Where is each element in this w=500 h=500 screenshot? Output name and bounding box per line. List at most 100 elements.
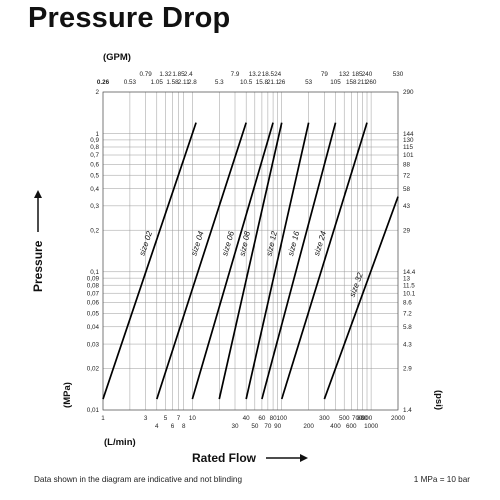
x-tick-label-lmin: 70 — [264, 423, 272, 430]
y-tick-label-mpa: 0,09 — [87, 275, 100, 282]
series-label: size 24 — [312, 230, 328, 257]
unit-conversion-note: 1 MPa = 10 bar — [414, 475, 470, 484]
y-tick-label-psi: 144 — [403, 131, 414, 138]
rated-flow-arrowhead-icon — [300, 454, 308, 462]
y-tick-label-psi: 88 — [403, 161, 411, 168]
x-tick-label-gpm: 1.58 — [166, 79, 179, 86]
pressure-arrowhead-icon — [34, 190, 42, 198]
y-tick-label-mpa: 0,9 — [90, 137, 99, 144]
chart-title: Pressure Drop — [28, 2, 231, 34]
y-tick-label-psi: 11.5 — [403, 282, 415, 289]
x-tick-label-gpm: 105 — [330, 79, 341, 86]
x-tick-label-gpm: 0.79 — [140, 71, 153, 78]
x-tick-label-gpm: 13.2 — [249, 71, 262, 78]
bottom-axis-title: (L/min) — [104, 437, 136, 448]
y-tick-label-psi: 7.2 — [403, 311, 412, 318]
y-tick-label-psi: 2.9 — [403, 366, 412, 373]
x-tick-label-lmin: 50 — [251, 423, 259, 430]
top-axis-title: (GPM) — [103, 52, 131, 63]
y-tick-label-mpa: 0,08 — [87, 282, 100, 289]
x-tick-label-lmin: 1000 — [364, 423, 379, 430]
x-tick-label-lmin: 5 — [164, 415, 168, 422]
y-tick-label-psi: 58 — [403, 186, 411, 193]
series-line — [245, 122, 310, 400]
x-tick-label-gpm: 0.53 — [124, 79, 137, 86]
y-tick-label-psi: 115 — [403, 144, 414, 151]
x-tick-label-gpm: 260 — [366, 79, 377, 86]
pressure-label: Pressure — [31, 240, 45, 292]
y-tick-label-mpa: 0,03 — [87, 341, 100, 348]
x-tick-label-lmin: 200 — [303, 423, 314, 430]
y-tick-label-psi: 5.8 — [403, 324, 412, 331]
y-tick-label-mpa: 0,06 — [87, 300, 100, 307]
y-tick-label-psi: 4.3 — [403, 341, 412, 348]
x-tick-label-gpm: 158 — [346, 79, 357, 86]
x-tick-label-gpm: 26 — [278, 79, 286, 86]
x-tick-label-lmin: 900 — [362, 415, 373, 422]
y-tick-label-mpa: 0,5 — [90, 172, 99, 179]
x-tick-label-gpm: 1.32 — [159, 71, 172, 78]
y-tick-label-mpa: 0,7 — [90, 152, 99, 159]
y-tick-label-mpa: 0,05 — [87, 311, 100, 318]
x-tick-label-lmin: 800 — [357, 415, 368, 422]
y-tick-label-psi: 101 — [403, 152, 414, 159]
x-tick-label-gpm: 21.1 — [267, 79, 280, 86]
y-tick-label-mpa: 2 — [95, 89, 99, 96]
x-tick-label-lmin: 3 — [144, 415, 148, 422]
x-tick-label-lmin: 4 — [155, 423, 159, 430]
y-tick-label-mpa: 0,8 — [90, 144, 99, 151]
x-tick-label-gpm: 185 — [352, 71, 363, 78]
x-tick-label-gpm: 15.8 — [256, 79, 269, 86]
y-tick-label-psi: 8.6 — [403, 300, 412, 307]
x-tick-label-lmin: 90 — [274, 423, 282, 430]
x-tick-label-lmin: 10 — [189, 415, 197, 422]
x-tick-label-lmin: 100 — [276, 415, 287, 422]
x-tick-label-lmin: 400 — [330, 423, 341, 430]
x-tick-label-lmin: 30 — [231, 423, 239, 430]
x-tick-label-gpm: 2.11 — [178, 79, 190, 86]
x-tick-label-lmin: 8 — [182, 423, 186, 430]
y-tick-label-psi: 130 — [403, 137, 414, 144]
x-tick-label-lmin: 7 — [177, 415, 181, 422]
x-tick-label-gpm: 132 — [339, 71, 350, 78]
series-label: size 12 — [265, 230, 279, 257]
x-tick-label-lmin: 700 — [352, 415, 363, 422]
y-tick-label-mpa: 0,02 — [87, 366, 100, 373]
y-tick-label-mpa: 0,2 — [90, 227, 99, 234]
x-tick-label-lmin: 300 — [319, 415, 330, 422]
x-tick-label-gpm: 7.9 — [231, 71, 240, 78]
left-axis-title: (MPa) — [62, 382, 73, 408]
series-line — [218, 122, 283, 400]
y-tick-label-psi: 72 — [403, 172, 411, 179]
x-tick-label-gpm: 18.5 — [262, 71, 275, 78]
series-line — [102, 122, 197, 400]
series-label: size 06 — [220, 230, 236, 257]
y-tick-label-mpa: 0,01 — [87, 407, 100, 414]
y-tick-label-psi: 43 — [403, 203, 411, 210]
x-tick-label-gpm: 79 — [321, 71, 329, 78]
y-tick-label-psi: 290 — [403, 89, 414, 96]
series-line — [323, 196, 399, 400]
x-tick-label-lmin: 6 — [171, 423, 175, 430]
y-tick-label-psi: 29 — [403, 227, 411, 234]
x-tick-label-gpm: 53 — [305, 79, 313, 86]
x-tick-label-lmin: 500 — [339, 415, 350, 422]
y-tick-label-psi: 10.1 — [403, 290, 416, 297]
x-tick-label-lmin: 600 — [346, 423, 357, 430]
x-tick-label-lmin: 60 — [258, 415, 266, 422]
series-line — [191, 122, 274, 400]
x-tick-label-gpm: 10.5 — [240, 79, 253, 86]
x-tick-label-lmin: 2000 — [391, 415, 406, 422]
x-tick-label-lmin: 80 — [270, 415, 278, 422]
x-tick-label-gpm: 240 — [362, 71, 373, 78]
y-tick-label-psi: 13 — [403, 275, 411, 282]
series-label: size 16 — [286, 230, 301, 257]
x-tick-label-gpm: 530 — [393, 71, 404, 78]
x-tick-label-gpm: 1.05 — [151, 79, 164, 86]
y-tick-label-psi: 1.4 — [403, 407, 412, 414]
x-tick-label-gpm: 1.85 — [172, 71, 185, 78]
right-axis-title: (psi) — [433, 390, 444, 410]
x-tick-label-gpm: 5.3 — [215, 79, 224, 86]
